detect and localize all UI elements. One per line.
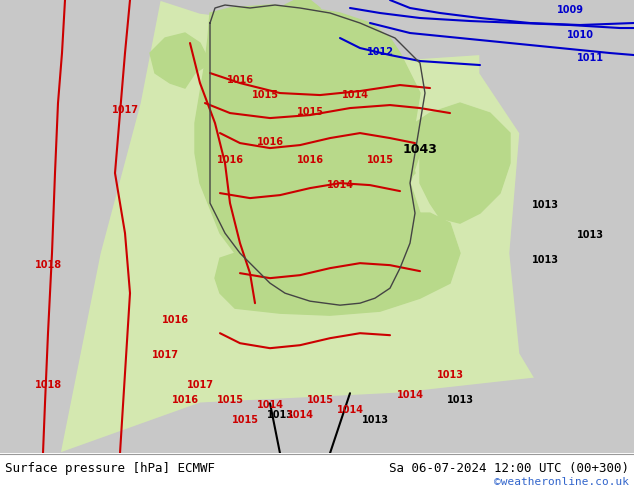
Text: 1015: 1015 (297, 107, 323, 117)
Polygon shape (330, 133, 415, 193)
Text: 1013: 1013 (436, 370, 463, 380)
Polygon shape (480, 0, 634, 453)
Text: 1014: 1014 (342, 90, 368, 100)
Text: 1014: 1014 (396, 390, 424, 400)
Text: 1010: 1010 (567, 30, 593, 40)
Text: 1016: 1016 (162, 315, 188, 325)
Polygon shape (0, 0, 160, 453)
Text: 1015: 1015 (306, 395, 333, 405)
Text: 1016: 1016 (297, 155, 323, 165)
Polygon shape (0, 0, 634, 73)
Text: 1015: 1015 (231, 415, 259, 425)
Text: 1016: 1016 (216, 155, 243, 165)
Text: 1012: 1012 (366, 47, 394, 57)
Text: 1013: 1013 (266, 410, 294, 420)
Text: 1016: 1016 (172, 395, 198, 405)
Text: 1013: 1013 (531, 255, 559, 265)
Text: 1014: 1014 (257, 400, 283, 410)
Polygon shape (215, 213, 460, 315)
Text: 1017: 1017 (152, 350, 179, 360)
Text: 1017: 1017 (186, 380, 214, 390)
Text: 1009: 1009 (557, 5, 583, 15)
Text: 1015: 1015 (366, 155, 394, 165)
Text: 1013: 1013 (576, 230, 604, 240)
Text: ©weatheronline.co.uk: ©weatheronline.co.uk (494, 477, 629, 487)
Text: 1014: 1014 (327, 180, 354, 190)
Text: 1016: 1016 (226, 75, 254, 85)
Polygon shape (195, 5, 420, 303)
Text: Surface pressure [hPa] ECMWF: Surface pressure [hPa] ECMWF (5, 462, 215, 475)
Text: 1013: 1013 (446, 395, 474, 405)
Text: 1018: 1018 (34, 380, 61, 390)
Text: 1011: 1011 (576, 53, 604, 63)
Polygon shape (150, 33, 210, 88)
Text: 1013: 1013 (531, 200, 559, 210)
Text: 1015: 1015 (252, 90, 278, 100)
Text: 1018: 1018 (34, 260, 61, 270)
Polygon shape (278, 0, 325, 38)
Text: 1043: 1043 (403, 143, 437, 156)
Text: 1016: 1016 (257, 137, 283, 147)
Polygon shape (0, 373, 634, 453)
Text: 1017: 1017 (112, 105, 138, 115)
Text: 1015: 1015 (216, 395, 243, 405)
Text: 1013: 1013 (361, 415, 389, 425)
Text: 1014: 1014 (337, 405, 363, 415)
Polygon shape (415, 103, 510, 223)
Text: Sa 06-07-2024 12:00 UTC (00+300): Sa 06-07-2024 12:00 UTC (00+300) (389, 462, 629, 475)
Text: 1014: 1014 (287, 410, 313, 420)
